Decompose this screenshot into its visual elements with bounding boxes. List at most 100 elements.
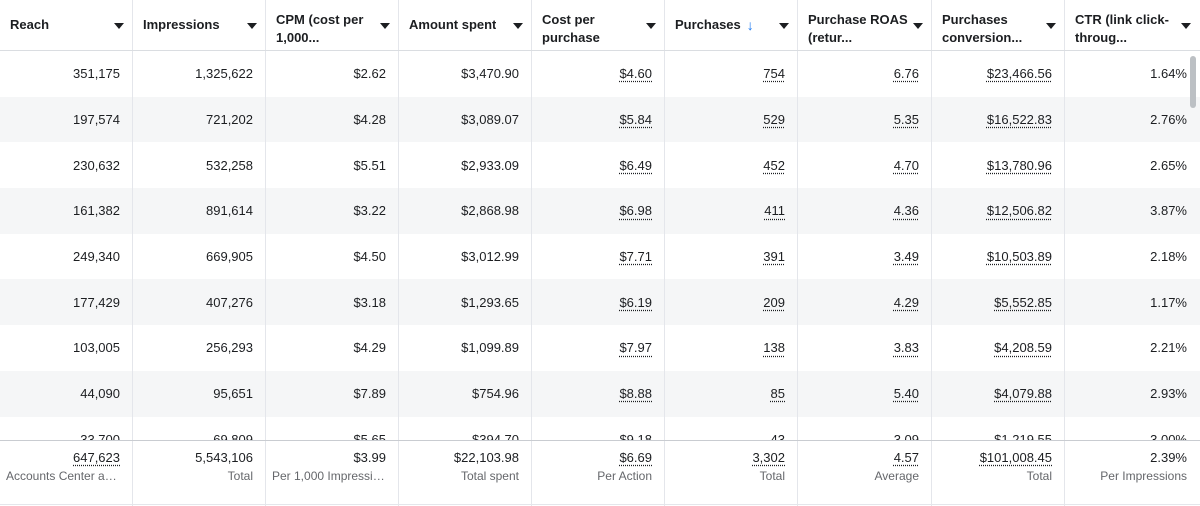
cell-value[interactable]: $4,079.88 bbox=[994, 386, 1052, 402]
cell-value[interactable]: $6.19 bbox=[619, 294, 652, 310]
table-cell[interactable]: 452 bbox=[665, 142, 798, 189]
column-header-reach[interactable]: Reach bbox=[0, 0, 133, 50]
total-value[interactable]: $101,008.45 bbox=[979, 450, 1052, 465]
column-header-purchase-roas[interactable]: Purchase ROAS (retur... bbox=[798, 0, 932, 50]
table-row[interactable]: 351,175 1,325,622 $2.62 $3,470.90 $4.60 754 6.… bbox=[0, 51, 1200, 97]
table-cell[interactable]: $6.49 bbox=[532, 142, 665, 189]
cell-value[interactable]: 5.40 bbox=[893, 386, 919, 402]
table-cell[interactable]: $4,208.59 bbox=[932, 325, 1065, 371]
chevron-down-icon[interactable] bbox=[1181, 23, 1191, 29]
table-cell[interactable]: $8.88 bbox=[532, 370, 665, 417]
cell-value[interactable]: 4.70 bbox=[893, 157, 919, 173]
table-row[interactable]: 33,700 69,809 $5.65 $394.70 $9.18 43 3.09 $1,21… bbox=[0, 416, 1200, 440]
column-header-cpm[interactable]: CPM (cost per 1,000... bbox=[266, 0, 399, 50]
cell-value[interactable]: 391 bbox=[763, 249, 785, 265]
table-cell[interactable]: $4.60 bbox=[532, 51, 665, 97]
table-cell[interactable]: 6.76 bbox=[798, 51, 932, 97]
chevron-down-icon[interactable] bbox=[646, 23, 656, 29]
column-header-purchases-conversion[interactable]: Purchases conversion... bbox=[932, 0, 1065, 50]
table-cell[interactable]: 209 bbox=[665, 279, 798, 326]
table-cell[interactable]: $5.84 bbox=[532, 96, 665, 143]
table-row[interactable]: 161,382 891,614 $3.22 $2,868.98 $6.98 411 4.36… bbox=[0, 188, 1200, 234]
chevron-down-icon[interactable] bbox=[513, 23, 523, 29]
total-value[interactable]: $6.69 bbox=[619, 450, 652, 465]
table-row[interactable]: 249,340 669,905 $4.50 $3,012.99 $7.71 391 3.49… bbox=[0, 233, 1200, 280]
table-cell[interactable]: $5,552.85 bbox=[932, 279, 1065, 326]
cell-value[interactable]: 411 bbox=[764, 203, 785, 219]
table-cell[interactable]: 43 bbox=[665, 416, 798, 440]
table-row[interactable]: 230,632 532,258 $5.51 $2,933.09 $6.49 452 4.70… bbox=[0, 142, 1200, 189]
table-cell[interactable]: 754 bbox=[665, 51, 798, 97]
cell-value[interactable]: $7.71 bbox=[619, 249, 652, 265]
chevron-down-icon[interactable] bbox=[913, 23, 923, 29]
cell-value[interactable]: $1,219.55 bbox=[994, 431, 1052, 440]
cell-value[interactable]: $5.84 bbox=[619, 112, 652, 128]
table-cell[interactable]: 5.40 bbox=[798, 370, 932, 417]
cell-value[interactable]: 5.35 bbox=[893, 112, 919, 128]
table-cell[interactable]: $1,219.55 bbox=[932, 416, 1065, 440]
table-cell[interactable]: $13,780.96 bbox=[932, 142, 1065, 189]
cell-value[interactable]: 138 bbox=[763, 340, 785, 356]
cell-value[interactable]: $12,506.82 bbox=[986, 203, 1052, 219]
cell-value[interactable]: 3.09 bbox=[893, 431, 919, 440]
table-cell[interactable]: 3.09 bbox=[798, 416, 932, 440]
arrow-down-icon[interactable]: ↓ bbox=[746, 17, 754, 33]
cell-value[interactable]: 6.76 bbox=[893, 66, 919, 82]
cell-value[interactable]: 4.29 bbox=[893, 294, 919, 310]
chevron-down-icon[interactable] bbox=[779, 23, 789, 29]
table-cell[interactable]: 391 bbox=[665, 233, 798, 280]
table-cell[interactable]: $16,522.83 bbox=[932, 96, 1065, 143]
table-cell[interactable]: $7.97 bbox=[532, 325, 665, 371]
cell-value[interactable]: 529 bbox=[763, 112, 785, 128]
cell-value[interactable]: 754 bbox=[763, 66, 785, 82]
table-cell[interactable]: 5.35 bbox=[798, 96, 932, 143]
total-value[interactable]: 3,302 bbox=[752, 450, 785, 465]
table-row[interactable]: 44,090 95,651 $7.89 $754.96 $8.88 85 5.40 $4,07… bbox=[0, 370, 1200, 417]
cell-value[interactable]: $6.49 bbox=[619, 157, 652, 173]
table-cell[interactable]: 4.29 bbox=[798, 279, 932, 326]
column-header-impressions[interactable]: Impressions bbox=[133, 0, 266, 50]
cell-value[interactable]: $4.60 bbox=[619, 66, 652, 82]
cell-value[interactable]: 209 bbox=[763, 294, 785, 310]
table-row[interactable]: 177,429 407,276 $3.18 $1,293.65 $6.19 209 4.29… bbox=[0, 279, 1200, 326]
cell-value[interactable]: $4,208.59 bbox=[994, 340, 1052, 356]
chevron-down-icon[interactable] bbox=[247, 23, 257, 29]
column-header-purchases[interactable]: Purchases ↓ bbox=[665, 0, 798, 50]
table-cell[interactable]: $23,466.56 bbox=[932, 51, 1065, 97]
column-header-cost-per-purchase[interactable]: Cost per purchase bbox=[532, 0, 665, 50]
table-cell[interactable]: 3.49 bbox=[798, 233, 932, 280]
table-row[interactable]: 103,005 256,293 $4.29 $1,099.89 $7.97 138 3.83… bbox=[0, 325, 1200, 371]
table-cell[interactable]: 4.36 bbox=[798, 188, 932, 234]
chevron-down-icon[interactable] bbox=[114, 23, 124, 29]
table-row[interactable]: 197,574 721,202 $4.28 $3,089.07 $5.84 529 5.35… bbox=[0, 96, 1200, 143]
table-cell[interactable]: 529 bbox=[665, 96, 798, 143]
cell-value[interactable]: 3.83 bbox=[893, 340, 919, 356]
column-header-ctr[interactable]: CTR (link click-throug... bbox=[1065, 0, 1199, 50]
table-cell[interactable]: 411 bbox=[665, 188, 798, 234]
table-cell[interactable]: $12,506.82 bbox=[932, 188, 1065, 234]
table-cell[interactable]: $7.71 bbox=[532, 233, 665, 280]
vertical-scrollbar[interactable] bbox=[1190, 56, 1196, 108]
cell-value[interactable]: 3.49 bbox=[893, 249, 919, 265]
total-value[interactable]: 4.57 bbox=[893, 450, 919, 465]
cell-value[interactable]: $23,466.56 bbox=[986, 66, 1052, 82]
cell-value[interactable]: $13,780.96 bbox=[986, 157, 1052, 173]
cell-value[interactable]: 4.36 bbox=[893, 203, 919, 219]
table-cell[interactable]: 138 bbox=[665, 325, 798, 371]
cell-value[interactable]: 452 bbox=[763, 157, 785, 173]
cell-value[interactable]: $8.88 bbox=[619, 386, 652, 402]
cell-value[interactable]: $6.98 bbox=[619, 203, 652, 219]
cell-value[interactable]: $9.18 bbox=[619, 431, 652, 440]
table-cell[interactable]: $9.18 bbox=[532, 416, 665, 440]
table-cell[interactable]: $6.19 bbox=[532, 279, 665, 326]
table-cell[interactable]: $10,503.89 bbox=[932, 233, 1065, 280]
chevron-down-icon[interactable] bbox=[1046, 23, 1056, 29]
cell-value[interactable]: $16,522.83 bbox=[986, 112, 1052, 128]
chevron-down-icon[interactable] bbox=[380, 23, 390, 29]
table-cell[interactable]: 4.70 bbox=[798, 142, 932, 189]
table-cell[interactable]: 85 bbox=[665, 370, 798, 417]
cell-value[interactable]: $5,552.85 bbox=[994, 294, 1052, 310]
table-cell[interactable]: 3.83 bbox=[798, 325, 932, 371]
cell-value[interactable]: 43 bbox=[770, 431, 785, 440]
cell-value[interactable]: $7.97 bbox=[619, 340, 652, 356]
